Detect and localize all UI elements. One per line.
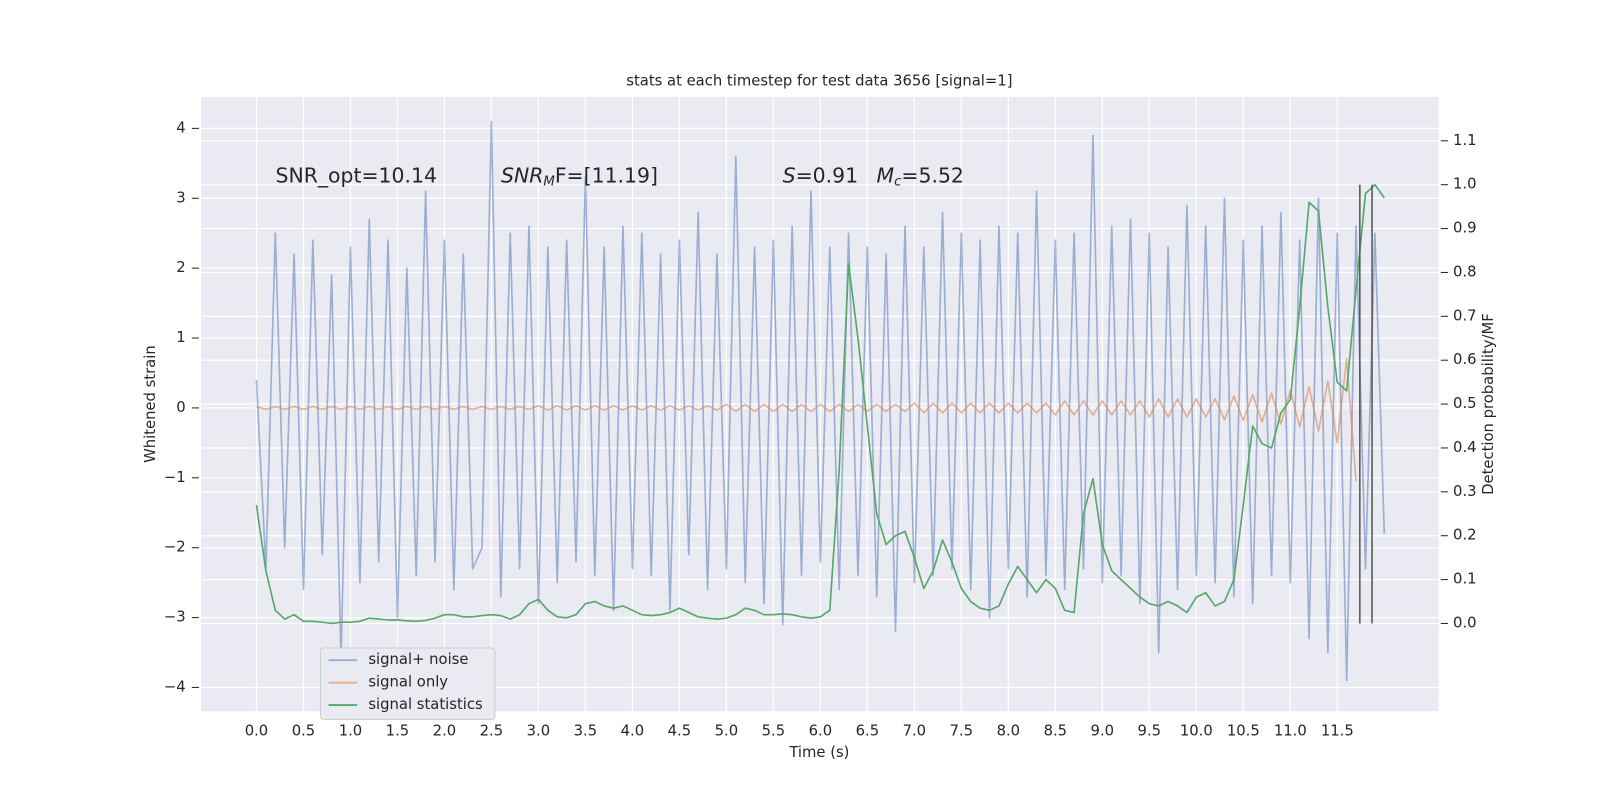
annotation-subscript: M xyxy=(543,175,555,190)
x-tick-label: 0.0 xyxy=(245,723,269,740)
x-tick-label: 7.0 xyxy=(903,723,927,740)
x-tick-label: 5.0 xyxy=(715,723,739,740)
annotation: S=0.91 xyxy=(783,164,858,188)
y2-axis-label: Detection probability/MF xyxy=(1480,313,1497,495)
x-tick-label: 1.5 xyxy=(386,723,410,740)
x-tick-label: 2.0 xyxy=(433,723,457,740)
annotation: SNR_opt=10.14 xyxy=(276,164,437,189)
y-tick-label: 1 xyxy=(176,329,185,346)
x-tick-label: 2.5 xyxy=(480,723,504,740)
x-tick-label: 8.5 xyxy=(1044,723,1068,740)
y2-tick-label: 0.2 xyxy=(1453,527,1477,544)
series-line xyxy=(255,183,1385,625)
y-tick-label: 4 xyxy=(176,119,185,136)
y-tick-label: 3 xyxy=(176,189,185,206)
annotation: SNRMF=[11.19] xyxy=(501,164,658,190)
y2-tick-label: 1.0 xyxy=(1453,176,1477,193)
x-tick-label: 1.0 xyxy=(339,723,363,740)
x-tick-label: 0.5 xyxy=(292,723,316,740)
legend: signal+ noise signal only signal statistic… xyxy=(319,647,496,720)
x-tick-label: 4.0 xyxy=(621,723,645,740)
annotation-text: SNR_opt=10.14 xyxy=(276,164,437,189)
x-tick-label: 11.0 xyxy=(1274,723,1307,740)
legend-label: signal only xyxy=(368,674,448,691)
x-tick-label: 10.0 xyxy=(1180,723,1213,740)
y2-tick-label: 0.0 xyxy=(1453,614,1477,631)
y-tick-label: −4 xyxy=(164,678,186,695)
y2-tick-label: 0.4 xyxy=(1453,439,1477,456)
y-tick-label: −2 xyxy=(164,539,186,556)
x-tick-label: 9.5 xyxy=(1138,723,1162,740)
y2-tick-label: 1.1 xyxy=(1453,132,1477,149)
x-tick-label: 3.0 xyxy=(527,723,551,740)
x-tick-label: 5.5 xyxy=(762,723,786,740)
annotation-text: F=[11.19] xyxy=(555,164,658,188)
y-tick-label: −3 xyxy=(164,609,186,626)
series-line xyxy=(255,120,1386,682)
y2-tick-label: 0.5 xyxy=(1453,395,1477,412)
y2-tick-label: 0.6 xyxy=(1453,351,1477,368)
x-tick-label: 7.5 xyxy=(950,723,974,740)
x-tick-label: 11.5 xyxy=(1321,723,1354,740)
annotation-symbol: M xyxy=(877,164,895,188)
annotation-text: =0.91 xyxy=(796,164,859,188)
annotation-symbol: SNR xyxy=(501,164,543,188)
annotation-symbol: S xyxy=(783,164,796,188)
y2-tick-label: 0.3 xyxy=(1453,483,1477,500)
chart-title: stats at each timestep for test data 365… xyxy=(626,73,1012,90)
marks xyxy=(255,120,1386,682)
y-axis-label: Whitened strain xyxy=(142,345,159,463)
legend-box xyxy=(319,647,496,720)
legend-label: signal+ noise xyxy=(368,651,468,668)
y-tick-label: −1 xyxy=(164,469,186,486)
legend-label: signal statistics xyxy=(368,696,482,713)
series-line xyxy=(256,358,1357,482)
x-tick-label: 3.5 xyxy=(574,723,598,740)
annotation-subscript: c xyxy=(894,175,902,190)
x-tick-label: 6.0 xyxy=(809,723,833,740)
annotation: Mc=5.52 xyxy=(877,164,964,190)
x-tick-label: 10.5 xyxy=(1227,723,1260,740)
y2-tick-label: 0.9 xyxy=(1453,220,1477,237)
y-tick-label: 0 xyxy=(176,399,185,416)
y2-tick-label: 0.1 xyxy=(1453,571,1477,588)
y2-tick-label: 0.8 xyxy=(1453,263,1477,280)
y2-tick-label: 0.7 xyxy=(1453,307,1477,324)
x-axis-label: Time (s) xyxy=(788,744,849,761)
x-tick-label: 4.5 xyxy=(668,723,692,740)
x-tick-label: 9.0 xyxy=(1091,723,1115,740)
x-tick-label: 8.0 xyxy=(997,723,1021,740)
x-tick-label: 6.5 xyxy=(856,723,880,740)
y-tick-label: 2 xyxy=(176,259,185,276)
annotation-text: =5.52 xyxy=(901,164,964,188)
